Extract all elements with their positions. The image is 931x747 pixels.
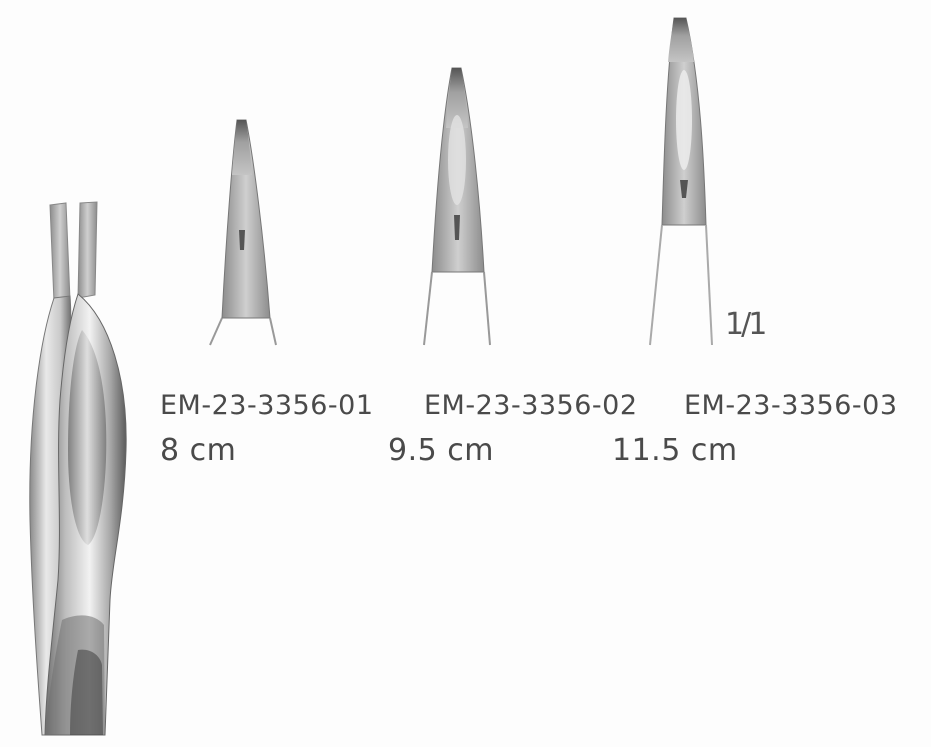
item-size-2: 9.5 cm [388, 433, 494, 468]
item-size-1: 8 cm [160, 433, 237, 468]
item-size-3: 11.5 cm [612, 433, 738, 468]
tip-detail-11-5cm [649, 17, 713, 346]
item-code-2: EM-23-3356-02 [424, 390, 638, 421]
tip-detail-9-5cm [423, 67, 491, 346]
tip-detail-8cm [209, 119, 277, 346]
item-code-3: EM-23-3356-03 [684, 390, 898, 421]
scale-mark: 1/1 [725, 307, 767, 342]
forceps-full-view [29, 201, 127, 736]
item-code-1: EM-23-3356-01 [160, 390, 374, 421]
